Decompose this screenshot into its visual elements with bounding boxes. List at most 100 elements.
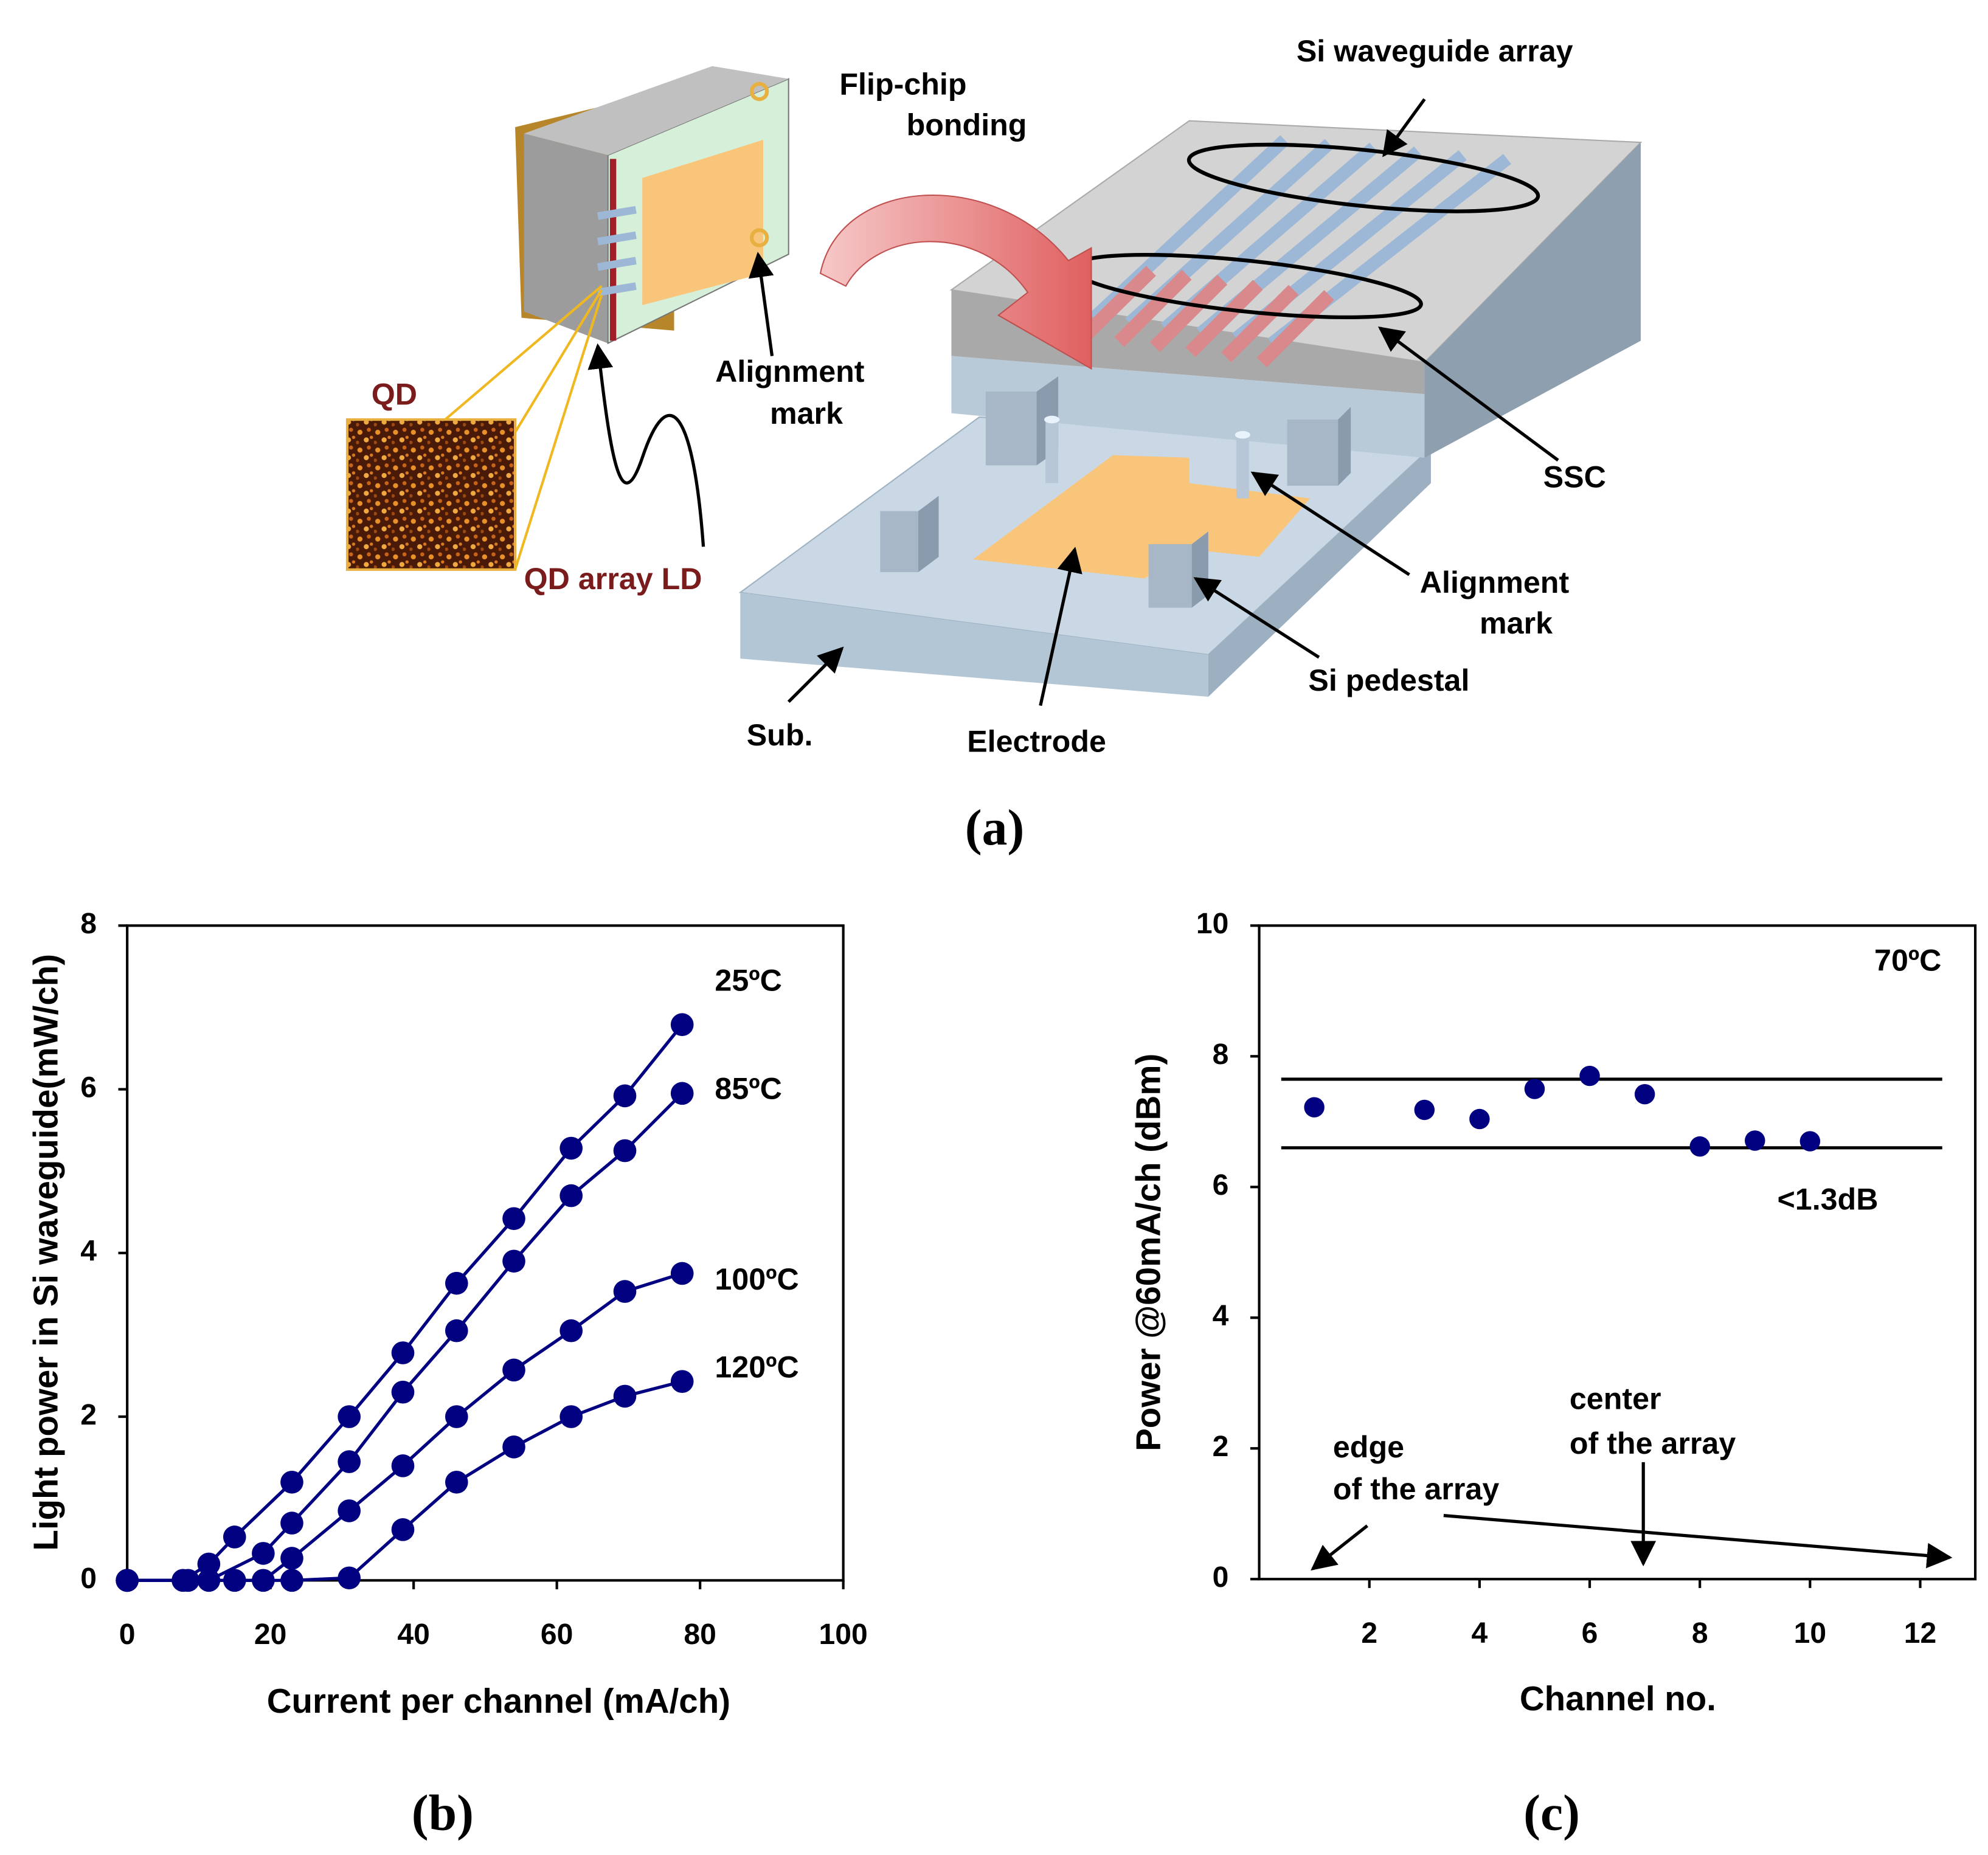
x-tick-label: 40 (397, 1618, 430, 1651)
x-tick-label: 0 (119, 1618, 136, 1651)
diagram: Flip-chip bonding Si waveguide array Ali… (345, 34, 1643, 856)
x-axis-title: Channel no. (1520, 1679, 1716, 1718)
data-point (613, 1084, 637, 1108)
annotation: of the array (1570, 1426, 1736, 1460)
data-point (1469, 1108, 1490, 1130)
plot-frame (1258, 924, 1977, 1581)
data-point (197, 1552, 221, 1576)
data-point (1304, 1097, 1325, 1117)
data-point (1524, 1079, 1545, 1099)
series-label: 100ºC (715, 1262, 798, 1296)
data-point (1579, 1065, 1600, 1086)
data-point (338, 1499, 361, 1522)
x-tick-label: 100 (819, 1618, 868, 1651)
label: Alignment (715, 354, 865, 389)
series-line (127, 1380, 683, 1582)
arrows (587, 98, 1559, 706)
series-label: 25ºC (715, 964, 781, 998)
data-point (445, 1319, 468, 1342)
y-axis-title: Power @60mA/ch (dBm) (1129, 1054, 1168, 1451)
data-point (445, 1405, 468, 1428)
x-tick-label: 20 (254, 1618, 287, 1651)
substrate-side (1208, 447, 1431, 697)
data-point (502, 1249, 525, 1273)
y-tick-label: 0 (80, 1562, 97, 1595)
y-tick-label: 8 (80, 907, 97, 940)
data-point (280, 1511, 303, 1535)
x-tick-label: 4 (1472, 1617, 1488, 1649)
x-tick-label: 6 (1582, 1617, 1598, 1649)
label: QD array LD (524, 562, 702, 596)
annotation: of the array (1333, 1472, 1499, 1506)
data-point (223, 1525, 246, 1549)
data-point (116, 1569, 139, 1592)
data-point (670, 1082, 694, 1105)
panel-label: (a) (965, 800, 1025, 856)
data-point (391, 1341, 415, 1364)
data-point (1799, 1131, 1821, 1152)
data-point (613, 1384, 637, 1408)
label: bonding (907, 108, 1027, 142)
annotation-arrow (1443, 1514, 1953, 1569)
label: mark (770, 396, 843, 430)
annotation: 70ºC (1874, 943, 1941, 977)
data-point (502, 1435, 525, 1459)
label: mark (1480, 606, 1553, 640)
label: Electrode (967, 725, 1106, 759)
data-point (252, 1542, 275, 1565)
data-point (445, 1470, 468, 1494)
y-tick-label: 6 (1213, 1169, 1229, 1201)
y-tick-label: 8 (1213, 1038, 1229, 1071)
label: SSC (1543, 460, 1606, 494)
data-point (502, 1358, 525, 1382)
data-point (338, 1450, 361, 1473)
annotation: <1.3dB (1777, 1182, 1878, 1216)
pedestals (880, 376, 1351, 608)
panel-label: (c) (1523, 1785, 1580, 1842)
y-tick-label: 2 (1213, 1430, 1229, 1463)
data-point (391, 1454, 415, 1477)
data-point (280, 1470, 303, 1494)
data-point (391, 1518, 415, 1541)
data-point (1745, 1130, 1765, 1151)
x-tick-label: 10 (1794, 1617, 1827, 1649)
series-label: 120ºC (715, 1350, 798, 1384)
flip-arrow (819, 195, 1092, 370)
data-point (559, 1319, 583, 1342)
annotation-arrow (1311, 1524, 1368, 1571)
data-point (280, 1547, 303, 1570)
series-line (127, 1023, 684, 1582)
series-line (127, 1092, 684, 1582)
data-point (445, 1271, 468, 1295)
y-tick-label: 0 (1213, 1561, 1229, 1594)
data-point (502, 1207, 525, 1231)
data-point (613, 1139, 637, 1162)
data-point (391, 1380, 415, 1404)
label: Alignment (1420, 565, 1570, 599)
label: Flip-chip (839, 67, 966, 101)
data-point (670, 1370, 694, 1394)
ssc-stripes (1078, 266, 1334, 368)
data-point (670, 1013, 694, 1037)
data-point (613, 1280, 637, 1303)
x-tick-label: 80 (684, 1618, 716, 1651)
y-tick-label: 6 (80, 1071, 97, 1104)
data-point (670, 1262, 694, 1285)
data-point (338, 1405, 361, 1428)
x-tick-label: 12 (1904, 1617, 1937, 1649)
data-point (559, 1184, 583, 1207)
electrode (972, 455, 1311, 579)
x-tick-label: 8 (1692, 1617, 1708, 1649)
label: Sub. (747, 718, 813, 752)
x-axis-title: Current per channel (mA/ch) (267, 1682, 730, 1720)
data-point (559, 1405, 583, 1428)
data-point (559, 1136, 583, 1160)
data-point (1689, 1136, 1710, 1157)
data-point (1634, 1083, 1655, 1105)
ld-chip (515, 66, 789, 345)
y-axis-title: Light power in Si waveguide(mW/ch) (26, 954, 64, 1551)
qd-lines (444, 285, 603, 570)
y-tick-label: 10 (1196, 907, 1229, 940)
label: Si waveguide array (1297, 34, 1573, 68)
